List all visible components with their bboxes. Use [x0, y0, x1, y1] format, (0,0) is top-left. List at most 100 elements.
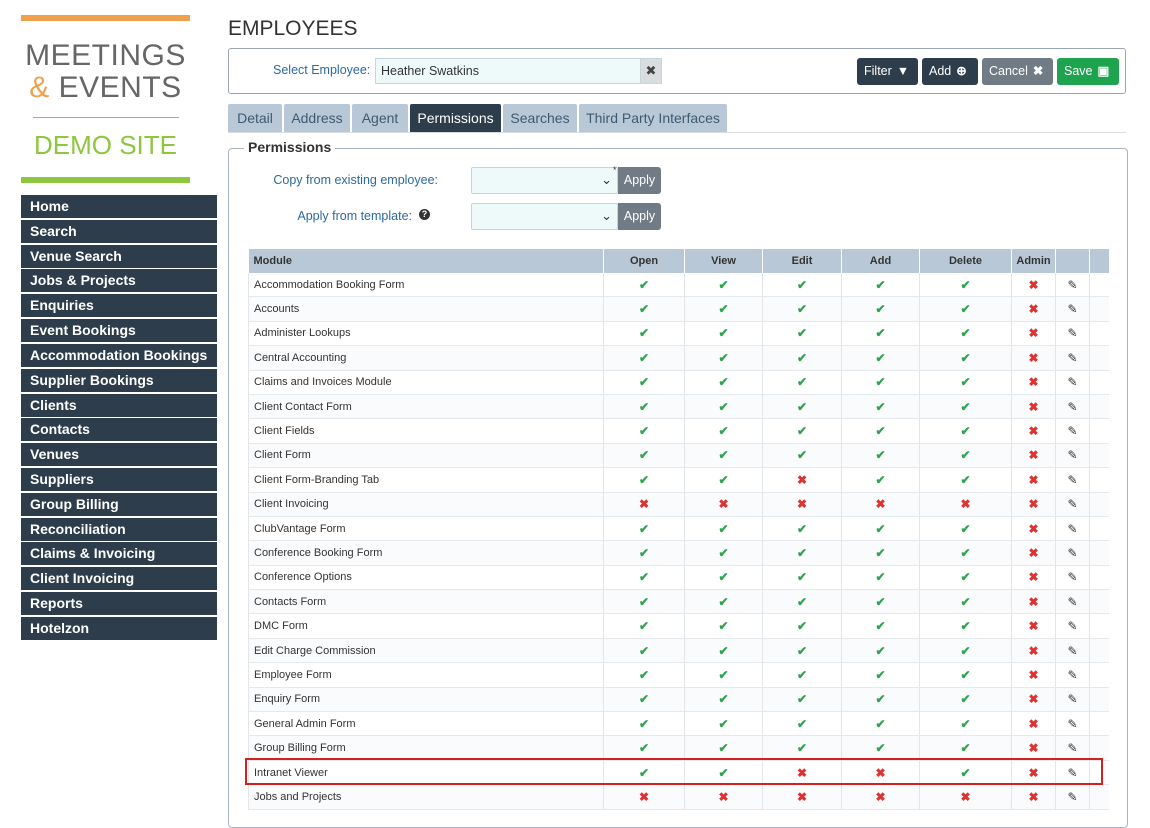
sidebar-item-event-bookings[interactable]: Event Bookings: [21, 319, 217, 343]
save-button[interactable]: Save ▣: [1057, 58, 1119, 85]
permission-cell-edit: ✖: [762, 760, 842, 786]
edit-cell: ✎: [1055, 687, 1090, 713]
chevron-down-icon: ⌄: [601, 172, 612, 187]
sidebar-item-home[interactable]: Home: [21, 195, 217, 218]
check-icon: ✔: [960, 570, 971, 585]
permission-cell-edit: ✔: [762, 711, 842, 737]
column-header-admin: Admin: [1011, 249, 1056, 273]
tab-searches[interactable]: Searches: [503, 104, 577, 132]
filter-button[interactable]: Filter ▼: [857, 58, 918, 85]
sidebar-item-client-invoicing[interactable]: Client Invoicing: [21, 567, 217, 591]
tab-third-party-interfaces[interactable]: Third Party Interfaces: [579, 104, 727, 132]
permission-cell-admin: ✖: [1011, 345, 1056, 371]
sidebar-item-reconciliation[interactable]: Reconciliation: [21, 517, 217, 541]
tab-detail[interactable]: Detail: [228, 104, 282, 132]
sidebar-item-hotelzon[interactable]: Hotelzon: [21, 616, 217, 640]
pencil-icon[interactable]: ✎: [1067, 424, 1078, 439]
column-header-spacer: [1089, 249, 1109, 273]
sidebar-item-venues[interactable]: Venues: [21, 443, 217, 467]
module-name: Contacts Form: [248, 589, 604, 615]
sidebar-item-contacts[interactable]: Contacts: [21, 418, 217, 442]
permission-cell-edit: ✖: [762, 492, 842, 517]
permission-cell-view: ✖: [684, 492, 763, 517]
sidebar-item-group-billing[interactable]: Group Billing: [21, 492, 217, 516]
pencil-icon[interactable]: ✎: [1067, 350, 1078, 365]
edit-cell: ✎: [1055, 467, 1090, 493]
sidebar-item-clients[interactable]: Clients: [21, 393, 217, 417]
permission-cell-admin: ✖: [1011, 516, 1056, 542]
cancel-button[interactable]: Cancel ✖: [982, 58, 1053, 85]
add-button[interactable]: Add ⊕: [922, 58, 978, 85]
help-icon[interactable]: ?: [419, 209, 430, 220]
cross-icon: ✖: [1028, 424, 1039, 439]
permission-cell-add: ✖: [841, 492, 920, 517]
apply-copy-button[interactable]: Apply: [618, 167, 661, 194]
pencil-icon[interactable]: ✎: [1067, 472, 1078, 487]
check-icon: ✔: [718, 619, 729, 634]
pencil-icon[interactable]: ✎: [1067, 570, 1078, 585]
pencil-icon[interactable]: ✎: [1067, 594, 1078, 609]
sidebar-item-reports[interactable]: Reports: [21, 592, 217, 615]
permission-cell-admin: ✖: [1011, 613, 1056, 639]
permission-cell-view: ✔: [684, 589, 763, 615]
permission-cell-open: ✔: [603, 760, 685, 786]
permission-cell-open: ✔: [603, 418, 685, 444]
permission-cell-add: ✔: [841, 273, 920, 298]
sidebar-item-supplier-bookings[interactable]: Supplier Bookings: [21, 368, 217, 392]
pencil-icon[interactable]: ✎: [1067, 643, 1078, 658]
apply-template-select[interactable]: ⌄: [471, 203, 618, 230]
check-icon: ✔: [638, 692, 650, 707]
pencil-icon[interactable]: ✎: [1067, 399, 1078, 414]
pencil-icon[interactable]: ✎: [1067, 765, 1078, 780]
pencil-icon[interactable]: ✎: [1067, 326, 1078, 341]
check-icon: ✔: [796, 594, 808, 609]
check-icon: ✔: [718, 545, 729, 560]
sidebar-item-jobs-projects[interactable]: Jobs & Projects: [21, 269, 217, 293]
spacer-cell: [1089, 418, 1109, 444]
column-header-edit-action: [1055, 249, 1090, 273]
sidebar-item-search[interactable]: Search: [21, 219, 217, 243]
employee-input[interactable]: Heather Swatkins: [375, 58, 641, 84]
copy-from-employee-label: Copy from existing employee:: [273, 173, 438, 187]
pencil-icon[interactable]: ✎: [1067, 741, 1078, 756]
clear-employee-button[interactable]: ✖: [640, 58, 662, 84]
check-icon: ✔: [875, 741, 886, 756]
check-icon: ✔: [638, 302, 650, 317]
cross-icon: ✖: [1028, 350, 1039, 365]
tab-permissions[interactable]: Permissions: [410, 104, 501, 132]
check-icon: ✔: [638, 521, 650, 536]
permission-cell-view: ✔: [684, 638, 763, 664]
pencil-icon[interactable]: ✎: [1067, 789, 1078, 804]
pencil-icon[interactable]: ✎: [1067, 375, 1078, 390]
apply-template-button[interactable]: Apply: [618, 203, 661, 230]
sidebar-item-claims-invoicing[interactable]: Claims & Invoicing: [21, 542, 217, 566]
check-icon: ✔: [638, 594, 650, 609]
sidebar-item-enquiries[interactable]: Enquiries: [21, 294, 217, 318]
pencil-icon[interactable]: ✎: [1067, 497, 1078, 512]
pencil-icon[interactable]: ✎: [1067, 545, 1078, 560]
sidebar-item-venue-search[interactable]: Venue Search: [21, 244, 217, 268]
spacer-cell: [1089, 394, 1109, 420]
tab-address[interactable]: Address: [284, 104, 350, 132]
permission-cell-open: ✔: [603, 638, 685, 664]
pencil-icon[interactable]: ✎: [1067, 716, 1078, 731]
pencil-icon[interactable]: ✎: [1067, 521, 1078, 536]
permission-cell-admin: ✖: [1011, 687, 1056, 713]
pencil-icon[interactable]: ✎: [1067, 277, 1078, 292]
sidebar-item-suppliers[interactable]: Suppliers: [21, 467, 217, 491]
pencil-icon[interactable]: ✎: [1067, 692, 1078, 707]
pencil-icon[interactable]: ✎: [1067, 302, 1078, 317]
pencil-icon[interactable]: ✎: [1067, 619, 1078, 634]
spacer-cell: [1089, 321, 1109, 347]
tab-agent[interactable]: Agent: [352, 104, 408, 132]
check-icon: ✔: [638, 399, 650, 414]
permission-cell-add: ✔: [841, 516, 920, 542]
pencil-icon[interactable]: ✎: [1067, 448, 1078, 463]
check-icon: ✔: [796, 545, 808, 560]
table-row: Jobs and Projects ✖ ✖ ✖ ✖ ✖ ✖ ✎: [248, 784, 1109, 810]
spacer-cell: [1089, 784, 1109, 810]
sidebar-item-accommodation-bookings[interactable]: Accommodation Bookings: [21, 343, 217, 367]
pencil-icon[interactable]: ✎: [1067, 667, 1078, 682]
copy-from-employee-select[interactable]: ⌄: [471, 167, 618, 194]
permission-cell-admin: ✖: [1011, 662, 1056, 688]
